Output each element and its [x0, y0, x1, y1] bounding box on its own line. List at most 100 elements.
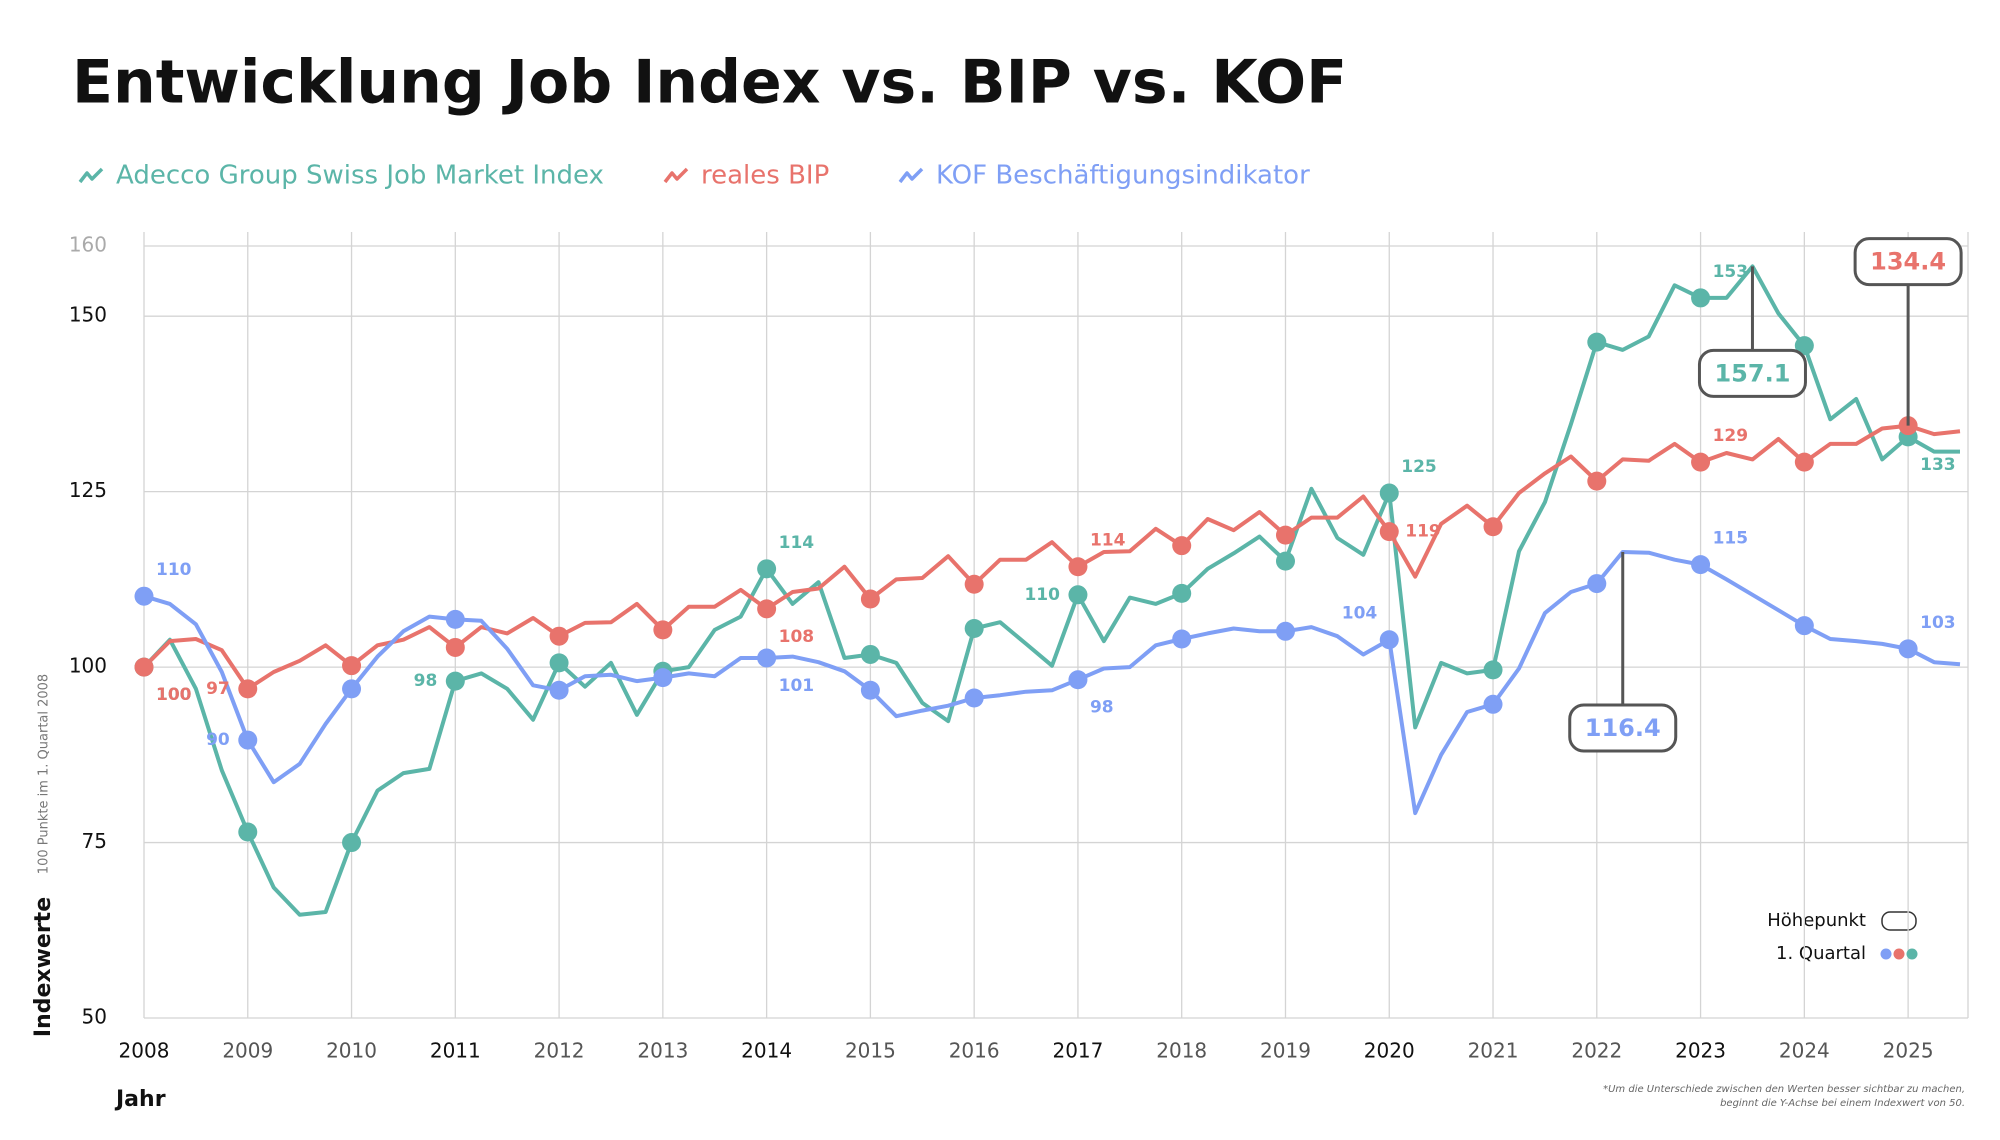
quarter-marker	[1898, 639, 1918, 659]
footnote: beginnt die Y-Achse bei einem Indexwert …	[1720, 1098, 1965, 1109]
legend-label: reales BIP	[701, 161, 829, 191]
key-peak-symbol	[1881, 911, 1917, 931]
data-label: 97	[206, 679, 230, 699]
x-tick-label: 2018	[1156, 1039, 1207, 1063]
x-tick-label: 2021	[1468, 1039, 1519, 1063]
callout-box	[1697, 348, 1807, 398]
x-axis-title: Jahr	[114, 1087, 166, 1112]
series-line	[142, 423, 1961, 691]
x-tick-label: 2022	[1571, 1039, 1622, 1063]
y-tick-label: 125	[69, 478, 107, 502]
quarter-marker	[342, 656, 362, 676]
data-label: 114	[779, 533, 815, 553]
quarter-marker	[1172, 536, 1192, 556]
quarter-marker	[445, 609, 465, 629]
quarter-marker	[964, 688, 984, 708]
legend-label: Adecco Group Swiss Job Market Index	[116, 161, 604, 191]
x-tick-label: 2011	[430, 1039, 481, 1063]
y-tick-label: 100	[69, 654, 107, 678]
quarter-marker	[238, 679, 258, 699]
quarter-marker	[1379, 483, 1399, 503]
quarter-marker	[860, 680, 880, 700]
quarter-marker	[757, 599, 777, 619]
quarter-marker	[134, 657, 154, 677]
quarter-marker	[445, 637, 465, 657]
x-tick-label: 2024	[1779, 1039, 1830, 1063]
legend-label: KOF Beschäftigungsindikator	[936, 161, 1310, 191]
quarter-marker	[1587, 332, 1607, 352]
data-label: 101	[779, 676, 815, 696]
quarter-marker	[1483, 694, 1503, 714]
y-axis-subtitle: 100 Punkte im 1. Quartal 2008	[37, 674, 52, 874]
data-label: 129	[1713, 426, 1749, 446]
chart-title: Entwicklung Job Index vs. BIP vs. KOF	[72, 48, 1347, 118]
quarter-marker	[549, 680, 569, 700]
quarter-marker	[1379, 522, 1399, 542]
x-tick-label: 2013	[637, 1039, 688, 1063]
quarter-marker	[238, 822, 258, 842]
x-tick-label: 2012	[534, 1039, 585, 1063]
quarter-marker	[1691, 452, 1711, 472]
quarter-marker	[757, 559, 777, 579]
quarter-marker	[1068, 585, 1088, 605]
quarter-marker	[653, 620, 673, 640]
quarter-marker	[1691, 288, 1711, 308]
x-tick-label: 2008	[119, 1039, 170, 1063]
callout-box	[1853, 237, 1963, 287]
quarter-marker	[549, 626, 569, 646]
quarter-marker	[653, 668, 673, 688]
data-label: 114	[1090, 531, 1126, 551]
data-label: 100	[156, 685, 192, 705]
quarter-marker	[860, 589, 880, 609]
x-tick-label: 2015	[845, 1039, 896, 1063]
data-label: 115	[1713, 529, 1749, 549]
series-line	[142, 264, 1960, 917]
quarter-marker	[134, 586, 154, 606]
x-tick-label: 2016	[949, 1039, 1000, 1063]
x-tick-label: 2020	[1364, 1039, 1415, 1063]
data-label: 108	[779, 627, 815, 647]
quarter-marker	[549, 653, 569, 673]
quarter-marker	[1483, 517, 1503, 537]
callout-box	[1568, 703, 1678, 753]
peak-label: 157.1	[1714, 359, 1790, 387]
x-tick-label: 2010	[326, 1039, 377, 1063]
quarter-marker	[1379, 630, 1399, 650]
key-quarter-symbol	[1893, 948, 1905, 960]
data-label: 125	[1401, 457, 1437, 477]
quarter-marker	[1068, 670, 1088, 690]
data-label: 110	[1024, 585, 1060, 605]
quarter-marker	[1794, 452, 1814, 472]
legend-icon	[898, 167, 924, 184]
quarter-marker	[1794, 616, 1814, 636]
quarter-marker	[445, 671, 465, 691]
quarter-marker	[342, 679, 362, 699]
data-label: 100	[156, 685, 192, 705]
quarter-marker	[860, 644, 880, 664]
footnote: *Um die Unterschiede zwischen den Werten…	[1603, 1084, 1965, 1095]
data-label: 110	[156, 560, 192, 580]
quarter-marker	[1275, 621, 1295, 641]
y-tick-label: 160	[69, 233, 107, 257]
y-tick-label: 75	[82, 829, 107, 853]
data-label: 98	[414, 671, 438, 691]
x-tick-label: 2017	[1052, 1039, 1103, 1063]
quarter-marker	[1172, 629, 1192, 649]
data-label: 104	[1342, 604, 1378, 624]
quarter-marker	[1794, 336, 1814, 356]
data-label: 103	[1920, 613, 1956, 633]
quarter-marker	[1587, 574, 1607, 594]
y-tick-label: 50	[82, 1005, 107, 1029]
legend-icon	[663, 167, 689, 184]
quarter-marker	[1483, 660, 1503, 680]
key-label: Höhepunkt	[1767, 910, 1866, 931]
quarter-marker	[1587, 471, 1607, 491]
quarter-marker	[1275, 525, 1295, 545]
data-label: 90	[206, 730, 230, 750]
quarter-marker	[964, 574, 984, 594]
quarter-marker	[1068, 557, 1088, 577]
x-tick-label: 2019	[1260, 1039, 1311, 1063]
